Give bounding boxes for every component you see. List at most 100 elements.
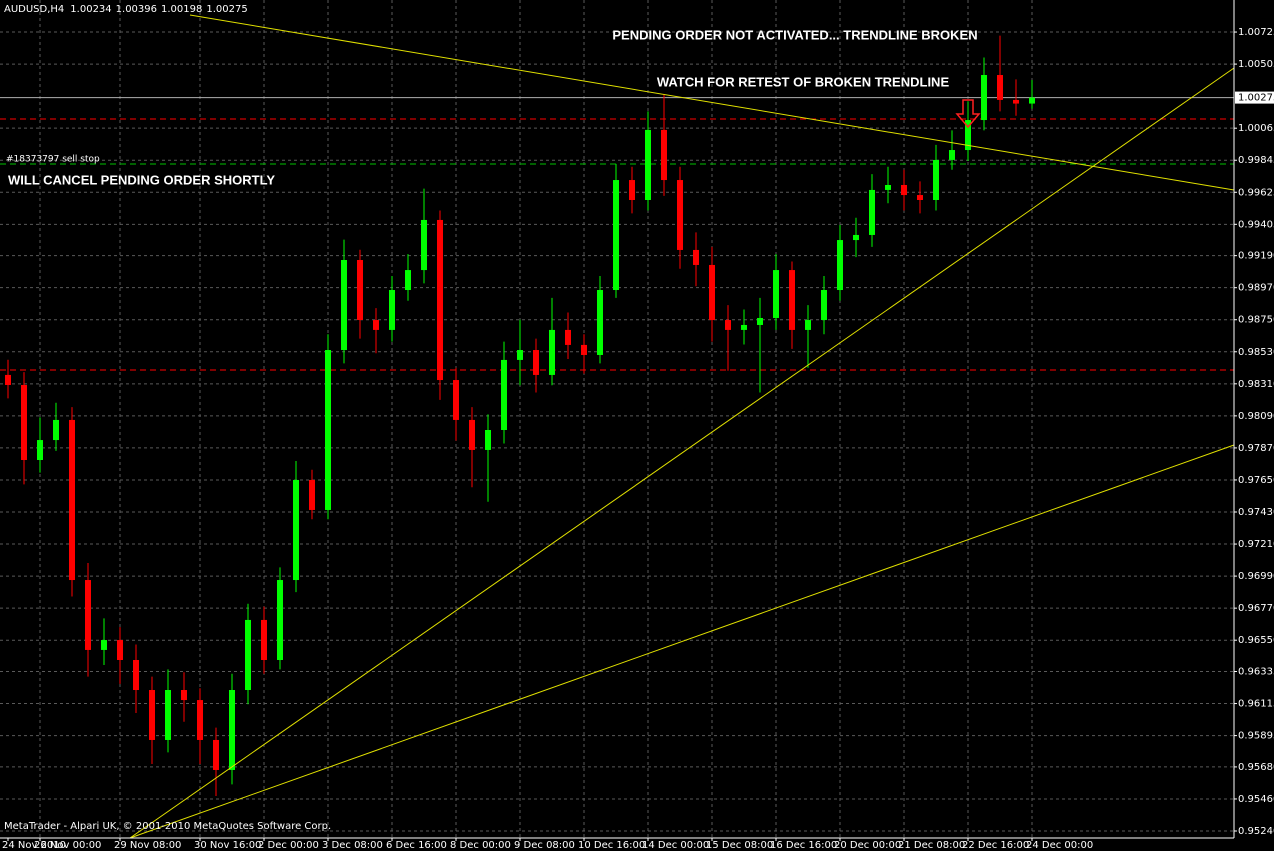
candle-body (37, 440, 43, 461)
candle-body (741, 324, 747, 330)
candle-body (629, 180, 635, 200)
bid-label: 1.00275 (1238, 93, 1274, 104)
candle-body (405, 270, 411, 291)
x-tick-label: 24 Nov 2010 (2, 840, 66, 851)
x-tick-label: 15 Dec 08:00 (706, 840, 773, 851)
candle-body (965, 120, 971, 151)
candle-body (837, 240, 843, 291)
candle-body (325, 350, 331, 510)
candle-body (517, 350, 523, 360)
chart-header: AUDUSD,H4 1.00234 1.00396 1.00198 1.00275 (4, 4, 248, 15)
candle-body (373, 320, 379, 330)
candle-body (437, 219, 443, 381)
candle-body (485, 429, 491, 450)
candle-body (613, 180, 619, 291)
candle-body (181, 690, 187, 701)
candle-body (357, 260, 363, 321)
y-tick-label: 0.99405 (1238, 219, 1274, 230)
x-tick-label: 20 Dec 00:00 (834, 840, 901, 851)
x-tick-label: 21 Dec 08:00 (898, 840, 965, 851)
x-tick-label: 29 Nov 08:00 (114, 840, 181, 851)
candle-body (901, 184, 907, 196)
candle-body (277, 580, 283, 660)
candle-body (645, 129, 651, 200)
candle-body (501, 359, 507, 430)
candle-body (853, 234, 859, 241)
candle-body (389, 290, 395, 330)
candle-body (21, 384, 27, 461)
candle-body (693, 249, 699, 265)
symbol: AUDUSD,H4 (4, 4, 64, 15)
y-tick-label: 0.96115 (1238, 699, 1274, 710)
trendline (189, 14, 1235, 191)
candle-body (885, 184, 891, 190)
candle-body (597, 290, 603, 355)
candle-body (453, 380, 459, 420)
y-tick-label: 0.99625 (1238, 187, 1274, 198)
candle-body (133, 659, 139, 691)
candle-body (709, 264, 715, 321)
x-tick-label: 26 Nov 00:00 (34, 840, 101, 851)
y-tick-label: 0.95895 (1238, 731, 1274, 742)
candle-body (5, 374, 11, 385)
candle-body (565, 329, 571, 345)
candle-body (773, 270, 779, 318)
candle-body (805, 320, 811, 330)
candle-body (245, 619, 251, 691)
annotation: WILL CANCEL PENDING ORDER SHORTLY (8, 172, 275, 187)
trendline (129, 444, 1235, 839)
candle-body (549, 329, 555, 375)
candle-body (533, 350, 539, 375)
candle-body (149, 690, 155, 740)
candle-body (293, 479, 299, 581)
candle-body (933, 159, 939, 200)
candle-body (85, 580, 91, 650)
y-tick-label: 0.95240 (1238, 826, 1274, 837)
y-tick-label: 0.96335 (1238, 667, 1274, 678)
levels: #18373797 sell stop (0, 97, 1234, 371)
level-label: #18373797 sell stop (6, 155, 100, 165)
header-low: 1.00198 (161, 4, 202, 15)
candle-body (789, 270, 795, 330)
y-tick-label: 1.00725 (1238, 27, 1274, 38)
candle-body (117, 640, 123, 660)
x-tick-label: 2 Dec 00:00 (258, 840, 319, 851)
candle-body (1029, 97, 1035, 104)
trendline (129, 67, 1235, 839)
candle-body (661, 129, 667, 181)
candle-body (981, 75, 987, 121)
header-high: 1.00396 (116, 4, 157, 15)
candle-body (725, 320, 731, 330)
x-tick-label: 10 Dec 16:00 (578, 840, 645, 851)
x-tick-label: 16 Dec 16:00 (770, 840, 837, 851)
candle-body (677, 180, 683, 250)
x-tick-label: 8 Dec 00:00 (450, 840, 511, 851)
candle-body (229, 690, 235, 770)
candle-body (101, 640, 107, 650)
candle-body (821, 290, 827, 321)
candle-body (757, 317, 763, 325)
y-tick-label: 1.00065 (1238, 123, 1274, 134)
x-tick-label: 3 Dec 08:00 (322, 840, 383, 851)
copyright: MetaTrader - Alpari UK, © 2001-2010 Meta… (4, 821, 331, 832)
candle-body (213, 739, 219, 770)
header-open: 1.00234 (70, 4, 111, 15)
header-close: 1.00275 (206, 4, 247, 15)
candles (5, 35, 1035, 797)
bid-box (1235, 91, 1274, 104)
